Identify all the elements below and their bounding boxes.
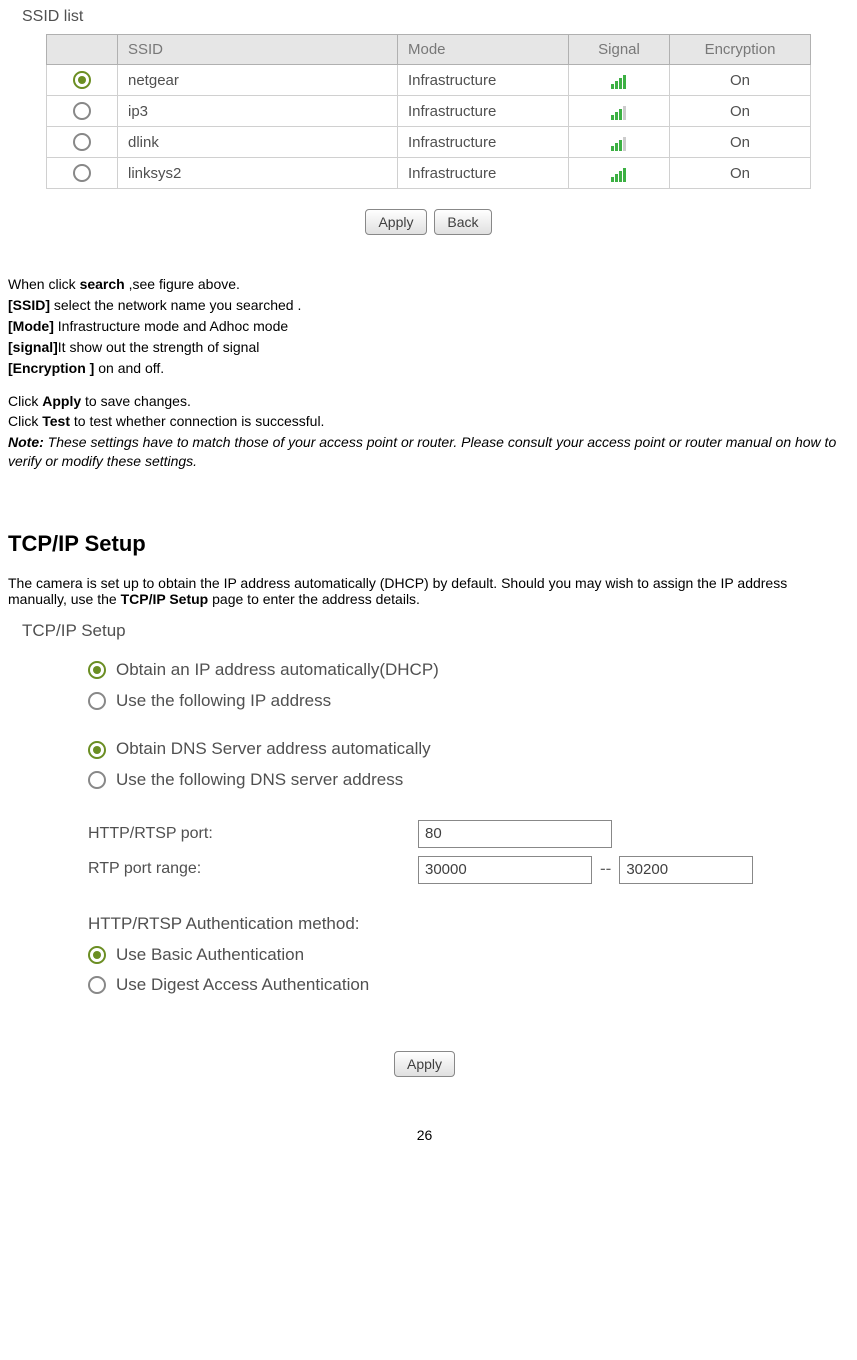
label-dns-manual: Use the following DNS server address bbox=[116, 765, 403, 796]
label-ip-manual: Use the following IP address bbox=[116, 686, 331, 717]
cell-ssid: dlink bbox=[118, 127, 398, 158]
ssid-list-title: SSID list bbox=[22, 8, 841, 26]
col-select bbox=[47, 35, 118, 65]
auth-heading: HTTP/RTSP Authentication method: bbox=[88, 909, 841, 940]
cell-mode: Infrastructure bbox=[398, 158, 569, 189]
label-ip-auto: Obtain an IP address automatically(DHCP) bbox=[116, 655, 439, 686]
row-radio[interactable] bbox=[73, 133, 91, 151]
cell-ssid: linksys2 bbox=[118, 158, 398, 189]
table-row: dlinkInfrastructure On bbox=[47, 127, 811, 158]
signal-icon bbox=[611, 134, 627, 151]
apply-button[interactable]: Apply bbox=[365, 209, 426, 235]
radio-auth-basic[interactable] bbox=[88, 946, 106, 964]
cell-mode: Infrastructure bbox=[398, 127, 569, 158]
ssid-table: SSID Mode Signal Encryption netgearInfra… bbox=[46, 34, 811, 189]
rtp-range-label: RTP port range: bbox=[88, 855, 418, 884]
cell-mode: Infrastructure bbox=[398, 96, 569, 127]
signal-icon bbox=[611, 165, 627, 182]
table-row: netgearInfrastructure On bbox=[47, 65, 811, 96]
cell-signal bbox=[569, 96, 670, 127]
cell-encryption: On bbox=[670, 127, 811, 158]
description-text: When click search ,see figure above. [SS… bbox=[8, 275, 841, 471]
table-row: ip3Infrastructure On bbox=[47, 96, 811, 127]
radio-auth-digest[interactable] bbox=[88, 976, 106, 994]
cell-encryption: On bbox=[670, 65, 811, 96]
cell-ssid: netgear bbox=[118, 65, 398, 96]
signal-icon bbox=[611, 103, 627, 120]
rtp-to-input[interactable] bbox=[619, 856, 753, 884]
row-radio[interactable] bbox=[73, 102, 91, 120]
tcpip-panel-title: TCP/IP Setup bbox=[22, 621, 841, 641]
cell-signal bbox=[569, 65, 670, 96]
col-mode: Mode bbox=[398, 35, 569, 65]
radio-ip-manual[interactable] bbox=[88, 692, 106, 710]
cell-encryption: On bbox=[670, 158, 811, 189]
radio-dns-manual[interactable] bbox=[88, 771, 106, 789]
cell-mode: Infrastructure bbox=[398, 65, 569, 96]
radio-dns-auto[interactable] bbox=[88, 741, 106, 759]
tcpip-apply-button[interactable]: Apply bbox=[394, 1051, 455, 1077]
label-auth-basic: Use Basic Authentication bbox=[116, 940, 304, 971]
label-dns-auto: Obtain DNS Server address automatically bbox=[116, 734, 431, 765]
col-ssid: SSID bbox=[118, 35, 398, 65]
cell-signal bbox=[569, 127, 670, 158]
rtp-separator: -- bbox=[600, 854, 611, 885]
col-encryption: Encryption bbox=[670, 35, 811, 65]
back-button[interactable]: Back bbox=[434, 209, 491, 235]
label-auth-digest: Use Digest Access Authentication bbox=[116, 970, 369, 1001]
http-port-input[interactable] bbox=[418, 820, 612, 848]
radio-ip-auto[interactable] bbox=[88, 661, 106, 679]
table-row: linksys2Infrastructure On bbox=[47, 158, 811, 189]
signal-icon bbox=[611, 72, 627, 89]
http-port-label: HTTP/RTSP port: bbox=[88, 820, 418, 849]
rtp-from-input[interactable] bbox=[418, 856, 592, 884]
col-signal: Signal bbox=[569, 35, 670, 65]
tcpip-intro: The camera is set up to obtain the IP ad… bbox=[8, 575, 841, 607]
tcpip-heading: TCP/IP Setup bbox=[8, 531, 841, 557]
row-radio[interactable] bbox=[73, 164, 91, 182]
row-radio[interactable] bbox=[73, 71, 91, 89]
cell-encryption: On bbox=[670, 96, 811, 127]
cell-signal bbox=[569, 158, 670, 189]
cell-ssid: ip3 bbox=[118, 96, 398, 127]
page-number: 26 bbox=[8, 1127, 841, 1143]
